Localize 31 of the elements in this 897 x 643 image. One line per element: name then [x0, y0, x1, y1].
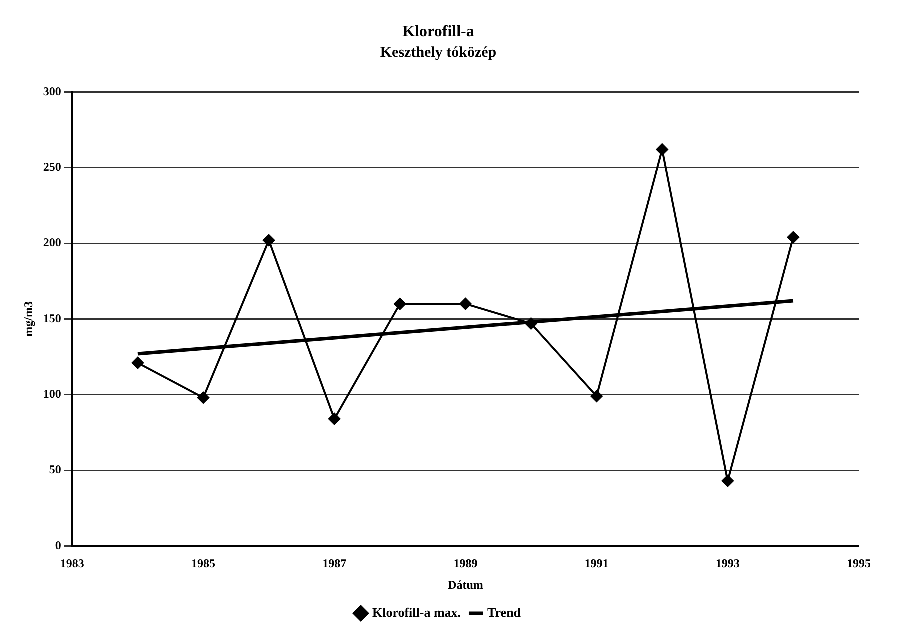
x-tick-label: 1991 [584, 556, 609, 570]
x-tick-label: 1995 [847, 556, 871, 570]
y-axis-title: mg/m3 [21, 302, 36, 337]
point [132, 357, 144, 370]
point [394, 298, 406, 310]
x-tick-label: 1989 [454, 556, 478, 570]
x-tick-label: 1993 [716, 556, 740, 570]
legend-label: Klorofill-a max. [372, 604, 462, 620]
chart-title: Klorofill-a [402, 24, 474, 41]
y-tick-label: 250 [43, 160, 62, 174]
point [787, 231, 800, 244]
point [722, 475, 734, 488]
y-tick-label: 150 [43, 311, 62, 326]
point [263, 234, 276, 247]
x-tick-label: 1985 [192, 556, 216, 570]
x-tick-label: 1987 [322, 556, 347, 570]
point [460, 298, 472, 310]
point [525, 318, 538, 330]
x-axis-title: Dátum [448, 578, 484, 592]
point [590, 390, 603, 402]
point [198, 392, 210, 404]
y-tick-label: 200 [43, 236, 62, 250]
y-tick-label: 0 [55, 538, 62, 552]
legend-label: Trend [488, 604, 522, 620]
chart-subtitle: Keszthely tóközép [380, 45, 497, 62]
y-tick-label: 50 [49, 462, 62, 477]
x-tick-label: 1983 [60, 556, 84, 570]
y-tick-label: 300 [43, 84, 62, 98]
y-tick-label: 100 [43, 386, 62, 401]
point [328, 413, 341, 426]
point [656, 144, 668, 156]
